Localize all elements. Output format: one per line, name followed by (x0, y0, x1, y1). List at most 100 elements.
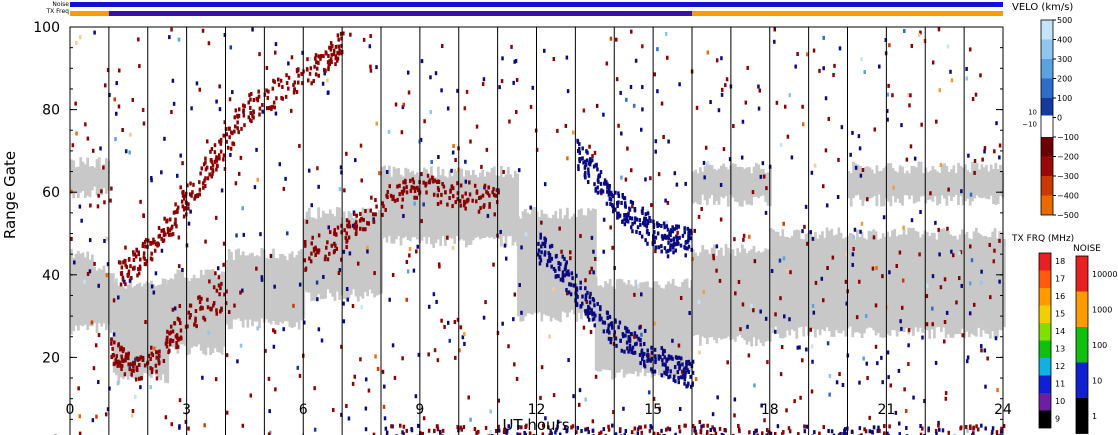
velocity-cell (315, 66, 319, 71)
velocity-cell (895, 264, 898, 269)
ground-scatter-cell (531, 207, 534, 315)
ground-scatter-cell (70, 159, 73, 191)
velocity-colorbar-tick-label: −10 (1022, 120, 1037, 128)
velocity-cell (763, 418, 766, 423)
velocity-cell (134, 394, 137, 399)
ground-scatter-cell (1000, 232, 1004, 331)
velocity-cell (161, 238, 165, 243)
velocity-cell (347, 220, 351, 225)
velocity-cell (585, 158, 589, 163)
velocity-cell (780, 432, 784, 435)
velocity-cell (446, 106, 450, 111)
ground-scatter-cell (975, 227, 978, 337)
velocity-cell (149, 356, 152, 361)
velocity-cell (134, 254, 138, 259)
ground-scatter-cell (281, 254, 285, 324)
velocity-cell (782, 430, 785, 435)
velocity-cell (852, 246, 855, 251)
velocity-cell (538, 261, 542, 266)
ground-scatter-cell (511, 177, 515, 246)
velocity-cell (608, 314, 612, 319)
velocity-cell (715, 244, 719, 249)
velocity-cell (615, 77, 619, 82)
ground-scatter-cell (879, 238, 883, 338)
ground-scatter-cell (872, 229, 876, 331)
velocity-cell (340, 412, 343, 417)
velocity-cell (859, 173, 863, 178)
ground-scatter-cell (95, 270, 99, 334)
velocity-cell (405, 259, 409, 264)
velocity-cell (436, 201, 440, 206)
velocity-cell (517, 425, 520, 430)
ground-scatter-cell (513, 170, 517, 243)
txfreq-bar (70, 11, 1003, 16)
velocity-cell (127, 362, 130, 367)
velocity-cell (564, 264, 567, 269)
ground-scatter-cell (209, 269, 212, 356)
velocity-cell (239, 343, 243, 348)
velocity-cell (892, 185, 895, 190)
velocity-cell (646, 211, 650, 216)
velocity-cell (178, 424, 181, 429)
velocity-cell (277, 82, 281, 87)
velocity-cell (142, 251, 146, 256)
velocity-cell (106, 262, 110, 267)
ground-scatter-cell (260, 248, 264, 319)
velocity-cell (623, 433, 626, 435)
velocity-cell (965, 66, 968, 71)
velocity-cell (144, 320, 147, 325)
velocity-cell (433, 348, 437, 353)
velocity-cell (405, 185, 408, 190)
velocity-cell (340, 223, 343, 228)
ground-scatter-cell (81, 252, 85, 327)
velocity-cell (306, 78, 310, 83)
velocity-cell (292, 83, 295, 88)
velocity-cell (306, 57, 309, 62)
velocity-cell (614, 190, 617, 195)
velocity-cell (950, 78, 954, 83)
velocity-cell (396, 184, 399, 189)
velocity-cell (776, 424, 780, 429)
velocity-cell (617, 194, 621, 199)
ground-scatter-cell (150, 280, 153, 378)
velocity-cell (633, 426, 636, 431)
velocity-cell (450, 168, 453, 173)
velocity-cell (347, 416, 351, 421)
velocity-cell (456, 181, 459, 186)
velocity-cell (314, 245, 317, 250)
velocity-cell (766, 360, 769, 365)
ground-scatter-cell (136, 284, 139, 380)
ground-scatter-cell (74, 253, 78, 326)
velocity-cell (273, 329, 277, 334)
ground-scatter-cell (747, 250, 751, 342)
velocity-cell (600, 316, 603, 321)
velocity-cell (458, 348, 461, 353)
velocity-cell (624, 218, 628, 223)
velocity-cell (585, 299, 589, 304)
txfreq-colorbar-swatch (1039, 340, 1051, 358)
velocity-cell (198, 295, 201, 300)
velocity-cell (393, 375, 397, 380)
velocity-cell (540, 244, 543, 249)
velocity-cell (352, 211, 356, 216)
velocity-cell (611, 245, 614, 250)
velocity-cell (535, 147, 539, 152)
velocity-cell (773, 27, 777, 32)
velocity-cell (657, 354, 661, 359)
velocity-cell (567, 272, 571, 277)
velocity-cell (969, 426, 972, 431)
velocity-cell (666, 200, 670, 205)
velocity-cell (575, 273, 578, 278)
velocity-cell (656, 89, 659, 94)
ground-scatter-cell (809, 230, 813, 329)
velocity-cell (618, 213, 622, 218)
velocity-cell (210, 160, 214, 165)
txfreq-colorbar-swatch (1039, 323, 1051, 341)
velocity-cell (654, 357, 657, 362)
velocity-cell (974, 92, 978, 97)
velocity-cell (303, 320, 306, 325)
velocity-cell (633, 292, 636, 297)
velocity-cell (147, 238, 150, 243)
velocity-cell (192, 182, 195, 187)
velocity-cell (398, 183, 401, 188)
